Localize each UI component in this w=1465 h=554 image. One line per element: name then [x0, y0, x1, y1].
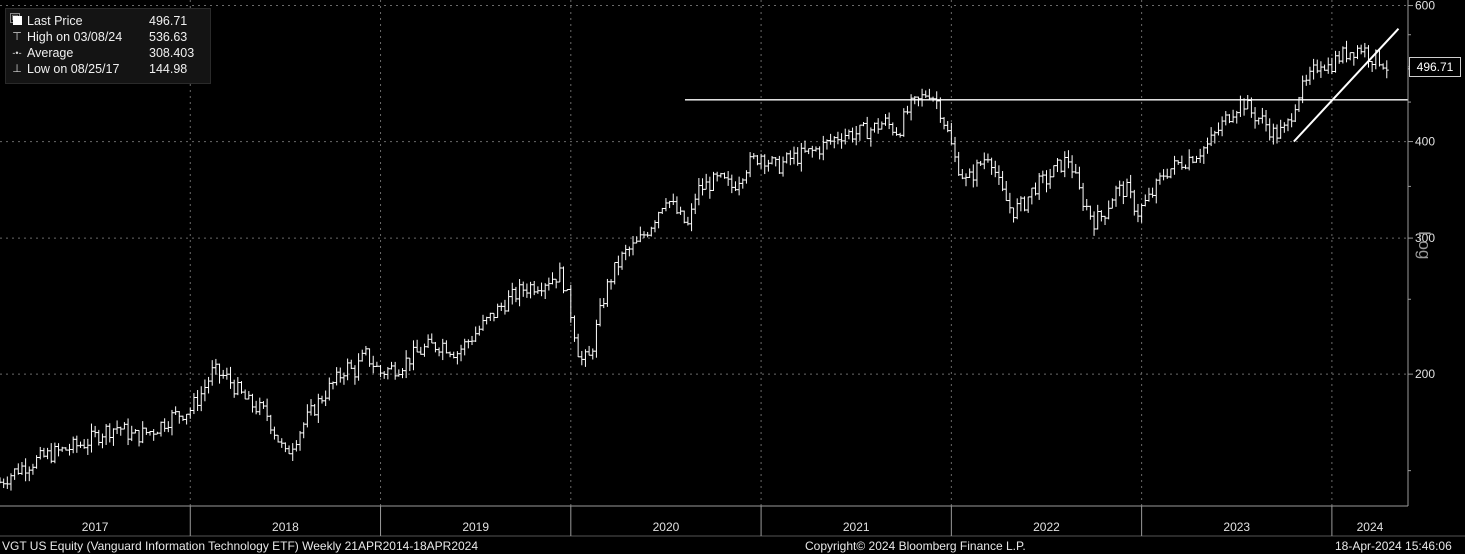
last-price-tag: 496.71	[1409, 57, 1461, 77]
y-tick-label: 600	[1415, 0, 1435, 13]
legend-high-label: High on 03/08/24	[27, 30, 123, 44]
footer-timestamp: 18-Apr-2024 15:46:06	[1335, 539, 1452, 553]
log-scale-label: Log	[1415, 231, 1434, 260]
legend-average-label: Average	[27, 46, 74, 60]
x-tick-label: 2023	[1223, 520, 1250, 534]
low-marker-icon: ⊥	[12, 63, 22, 75]
vertical-gridlines	[189, 0, 1333, 506]
ohlc-bars	[0, 40, 1389, 491]
x-tick-label: 2024	[1357, 520, 1384, 534]
legend-high: ⊤ High on 03/08/24 536.63	[6, 29, 210, 45]
trendline	[1293, 28, 1400, 143]
legend: ⊟ Last Price 496.71 ⊤ High on 03/08/24 5…	[5, 8, 211, 84]
x-tick-label: 2019	[462, 520, 489, 534]
x-tick-label: 2020	[653, 520, 680, 534]
horizontal-gridlines	[0, 5, 1408, 375]
high-marker-icon: ⊤	[12, 31, 22, 43]
legend-average: -•- Average 308.403	[6, 45, 210, 61]
legend-low-value: 144.98	[149, 62, 188, 76]
average-marker-icon: -•-	[12, 48, 22, 58]
y-tick-label: 200	[1415, 367, 1435, 381]
legend-low-label: Low on 08/25/17	[27, 62, 120, 76]
legend-low: ⊥ Low on 08/25/17 144.98	[6, 61, 210, 77]
x-tick-label: 2021	[843, 520, 870, 534]
footer-copyright: Copyright© 2024 Bloomberg Finance L.P.	[805, 539, 1026, 553]
x-tick-label: 2018	[272, 520, 299, 534]
legend-average-value: 308.403	[149, 46, 195, 60]
legend-last-price: Last Price 496.71	[6, 13, 210, 29]
annotations	[684, 28, 1408, 143]
x-tick-label: 2022	[1033, 520, 1060, 534]
x-axis: 2017 2018 2019 2020 2021 2022 2023 2024	[0, 505, 1465, 537]
x-tick-label: 2017	[82, 520, 109, 534]
legend-last-price-label: Last Price	[27, 14, 83, 28]
footer-security-description: VGT US Equity (Vanguard Information Tech…	[2, 539, 479, 553]
y-axis: 200 300 400 600	[1407, 0, 1435, 506]
legend-high-value: 536.63	[149, 30, 188, 44]
legend-last-price-value: 496.71	[149, 14, 188, 28]
y-tick-label: 400	[1415, 135, 1435, 149]
y-tick-label: 300	[1415, 231, 1435, 245]
square-icon	[10, 13, 24, 30]
